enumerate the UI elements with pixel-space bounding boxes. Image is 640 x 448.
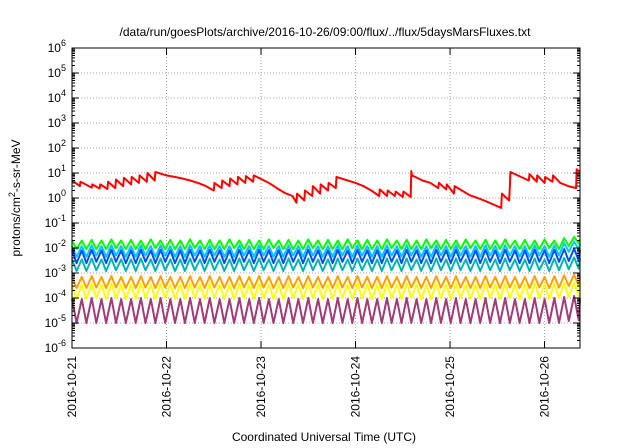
series-line-3 bbox=[71, 240, 581, 258]
series-line-7 bbox=[71, 281, 581, 301]
series-line-5 bbox=[71, 256, 581, 272]
y-tick-label: 100 bbox=[48, 188, 66, 205]
x-tick-label: 2016-10-21 bbox=[65, 356, 79, 418]
x-tick-label: 2016-10-22 bbox=[160, 356, 174, 418]
y-tick-label: 103 bbox=[48, 113, 66, 130]
y-tick-label: 10-1 bbox=[45, 213, 66, 230]
series-layer bbox=[71, 168, 581, 324]
series-line-6 bbox=[71, 273, 581, 290]
y-axis-label-sup: 2 bbox=[7, 192, 17, 197]
axes: 10-6 10-5 10-4 10-3 10-2 10-1 100 101 102 103 104 1… bbox=[45, 38, 580, 417]
y-tick-label: 101 bbox=[48, 163, 66, 180]
y-axis-label-rest: -s-sr-MeV bbox=[9, 139, 23, 192]
y-tick-label: 106 bbox=[48, 38, 66, 55]
series-line-2 bbox=[71, 235, 581, 251]
y-tick-label: 10-4 bbox=[45, 288, 66, 305]
x-tick-label: 2016-10-26 bbox=[538, 356, 552, 418]
x-tick-label: 2016-10-24 bbox=[349, 356, 363, 418]
y-tick-label: 102 bbox=[48, 138, 66, 155]
y-axis-label: protons/cm2-s-sr-MeV bbox=[7, 139, 23, 256]
y-tick-label: 10-5 bbox=[45, 313, 66, 330]
y-tick-label: 10-6 bbox=[45, 338, 66, 355]
x-tick-label: 2016-10-23 bbox=[254, 356, 268, 418]
x-axis-label: Coordinated Universal Time (UTC) bbox=[232, 430, 416, 444]
series-line-4 bbox=[71, 247, 581, 265]
y-tick-label: 10-3 bbox=[45, 263, 66, 280]
x-tick-label: 2016-10-25 bbox=[443, 356, 457, 418]
y-axis-label-base: protons/cm bbox=[9, 197, 23, 256]
y-tick-label: 104 bbox=[48, 88, 66, 105]
series-line-8 bbox=[71, 295, 581, 324]
y-tick-label: 10-2 bbox=[45, 238, 66, 255]
y-tick-label: 105 bbox=[48, 63, 66, 80]
plot-frame bbox=[71, 47, 581, 349]
series-line-1 bbox=[71, 168, 581, 209]
chart-title: /data/run/goesPlots/archive/2016-10-26/0… bbox=[120, 25, 532, 39]
